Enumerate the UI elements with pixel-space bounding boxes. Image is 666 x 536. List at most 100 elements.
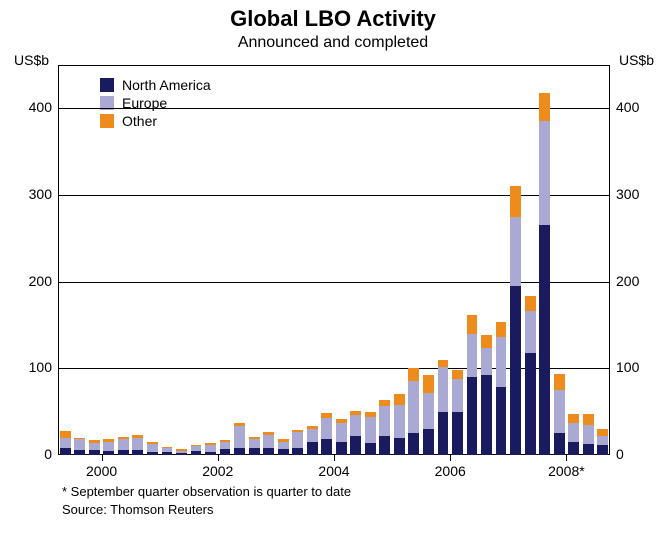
bar-segment: [147, 444, 158, 453]
y-tick-label-right: 100: [616, 359, 639, 375]
bar-segment: [103, 451, 114, 455]
bar-segment: [60, 438, 71, 448]
bar-segment: [103, 439, 114, 442]
legend-swatch-oth: [100, 114, 114, 128]
bar-segment: [263, 435, 274, 448]
bar-segment: [597, 445, 608, 455]
bar-segment: [263, 448, 274, 455]
y-axis-label-right: US$b: [619, 52, 654, 68]
bar-segment: [292, 430, 303, 433]
bar-segment: [249, 439, 260, 448]
bar-segment: [365, 443, 376, 455]
bar-segment: [568, 423, 579, 442]
bar-segment: [481, 335, 492, 348]
bar-segment: [423, 393, 434, 429]
bar-segment: [467, 377, 478, 455]
bar-segment: [147, 442, 158, 444]
bar-segment: [176, 449, 187, 451]
bar-segment: [568, 414, 579, 423]
bar-segment: [350, 411, 361, 415]
bar-segment: [583, 425, 594, 444]
bar-segment: [510, 286, 521, 455]
bar-segment: [379, 436, 390, 455]
bar-segment: [60, 431, 71, 438]
bar-segment: [176, 453, 187, 455]
bar-segment: [452, 379, 463, 412]
chart-subtitle: Announced and completed: [0, 34, 666, 52]
legend-swatch-na: [100, 78, 114, 92]
bar-segment: [365, 412, 376, 417]
y-tick-label-right: 400: [616, 99, 639, 115]
bar-segment: [525, 353, 536, 455]
bar-segment: [176, 451, 187, 454]
source: Source: Thomson Reuters: [62, 502, 214, 517]
gridline: [58, 195, 610, 196]
bar-segment: [379, 400, 390, 407]
bar-segment: [496, 322, 507, 338]
gridline: [58, 282, 610, 283]
bar-segment: [510, 217, 521, 286]
bar-segment: [321, 413, 332, 417]
bar-segment: [191, 451, 202, 455]
bar-segment: [438, 367, 449, 412]
bar-segment: [278, 449, 289, 455]
bar-segment: [423, 429, 434, 455]
bar-segment: [321, 439, 332, 455]
bar-segment: [525, 296, 536, 312]
bar-segment: [307, 426, 318, 429]
bar-segment: [74, 450, 85, 455]
bar-segment: [249, 437, 260, 440]
bar-segment: [496, 387, 507, 455]
bar-segment: [481, 348, 492, 376]
bar-segment: [132, 435, 143, 438]
chart-title: Global LBO Activity: [0, 6, 666, 32]
legend-label-na: North America: [122, 77, 211, 93]
y-tick-label-left: 200: [29, 273, 52, 289]
bar-segment: [350, 436, 361, 455]
bar-segment: [539, 225, 550, 455]
bar-segment: [408, 368, 419, 381]
bar-segment: [249, 448, 260, 455]
chart-container: Global LBO Activity Announced and comple…: [0, 0, 666, 536]
bar-segment: [292, 448, 303, 455]
bar-segment: [438, 360, 449, 367]
bar-segment: [452, 412, 463, 455]
x-tick-label: 2006: [435, 463, 466, 479]
y-axis-label-left: US$b: [14, 52, 49, 68]
x-tick: [450, 455, 451, 461]
y-tick-label-left: 0: [44, 446, 52, 462]
bar-segment: [423, 375, 434, 392]
bar-segment: [467, 334, 478, 377]
x-tick-label: 2008*: [548, 463, 585, 479]
bar-segment: [89, 443, 100, 450]
y-tick-label-left: 400: [29, 99, 52, 115]
bar-segment: [162, 447, 173, 448]
bar-segment: [60, 448, 71, 455]
bar-segment: [205, 452, 216, 455]
bar-segment: [118, 450, 129, 455]
bar-segment: [379, 406, 390, 435]
bar-segment: [365, 417, 376, 443]
y-tick-label-right: 300: [616, 186, 639, 202]
bar-segment: [263, 432, 274, 435]
bar-segment: [234, 426, 245, 448]
bar-segment: [132, 438, 143, 450]
x-tick: [102, 455, 103, 461]
bar-segment: [394, 438, 405, 455]
bar-segment: [162, 448, 173, 452]
bar-segment: [408, 381, 419, 433]
bar-segment: [278, 439, 289, 442]
gridline: [58, 108, 610, 109]
legend-label-oth: Other: [122, 113, 157, 129]
bar-segment: [350, 415, 361, 436]
x-tick: [566, 455, 567, 461]
bar-segment: [525, 311, 536, 353]
bar-segment: [205, 445, 216, 452]
bar-segment: [583, 444, 594, 455]
bar-segment: [539, 121, 550, 225]
bar-segment: [220, 442, 231, 449]
bar-segment: [467, 315, 478, 334]
bar-segment: [118, 439, 129, 449]
bar-segment: [597, 436, 608, 445]
bar-segment: [132, 450, 143, 455]
